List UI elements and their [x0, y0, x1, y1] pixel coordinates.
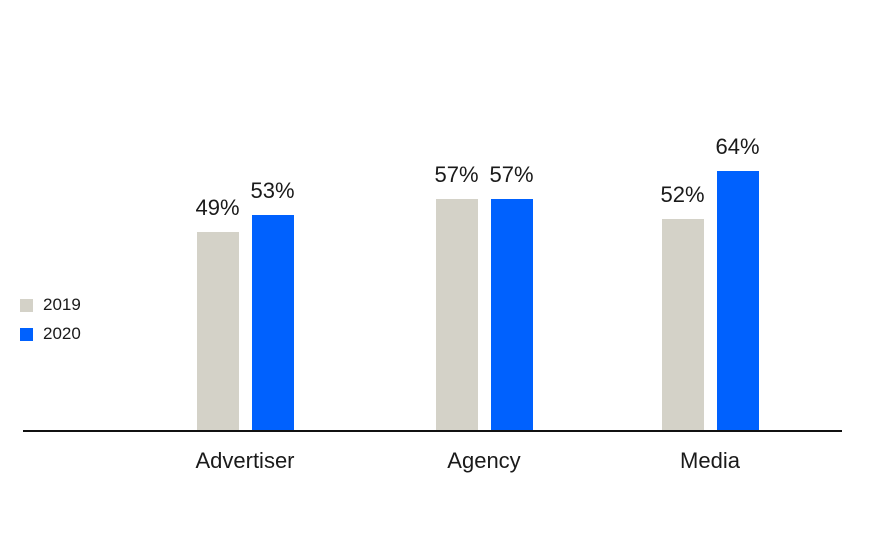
value-label-media-2020: 64%	[715, 133, 760, 159]
legend-item-2019: 2019	[20, 295, 81, 315]
bar-advertiser-2020	[251, 215, 294, 430]
value-label-agency-2020: 57%	[489, 162, 534, 188]
bar-media-2020	[716, 170, 759, 430]
value-label-agency-2019: 57%	[434, 162, 479, 188]
category-label-media: Media	[680, 448, 740, 473]
legend-label-2020: 2020	[43, 324, 81, 344]
bar-media-2019	[661, 219, 704, 430]
value-label-media-2019: 52%	[660, 182, 705, 208]
bar-advertiser-2019	[196, 231, 239, 430]
bar-agency-2020	[490, 199, 533, 430]
bar-agency-2019	[435, 199, 478, 430]
category-label-advertiser: Advertiser	[195, 448, 295, 473]
legend-swatch-2020-icon	[20, 328, 33, 342]
legend-swatch-2019-icon	[20, 298, 33, 312]
category-label-agency: Agency	[447, 448, 521, 473]
value-label-advertiser-2020: 53%	[250, 178, 295, 204]
legend-label-2019: 2019	[43, 295, 81, 314]
plot-area: 49% 53% 57% 57% 52% 64%	[23, 0, 842, 432]
legend-item-2020: 2020	[20, 324, 81, 344]
value-label-advertiser-2019: 49%	[195, 194, 240, 220]
chart-legend: 2019 2020	[20, 295, 81, 345]
